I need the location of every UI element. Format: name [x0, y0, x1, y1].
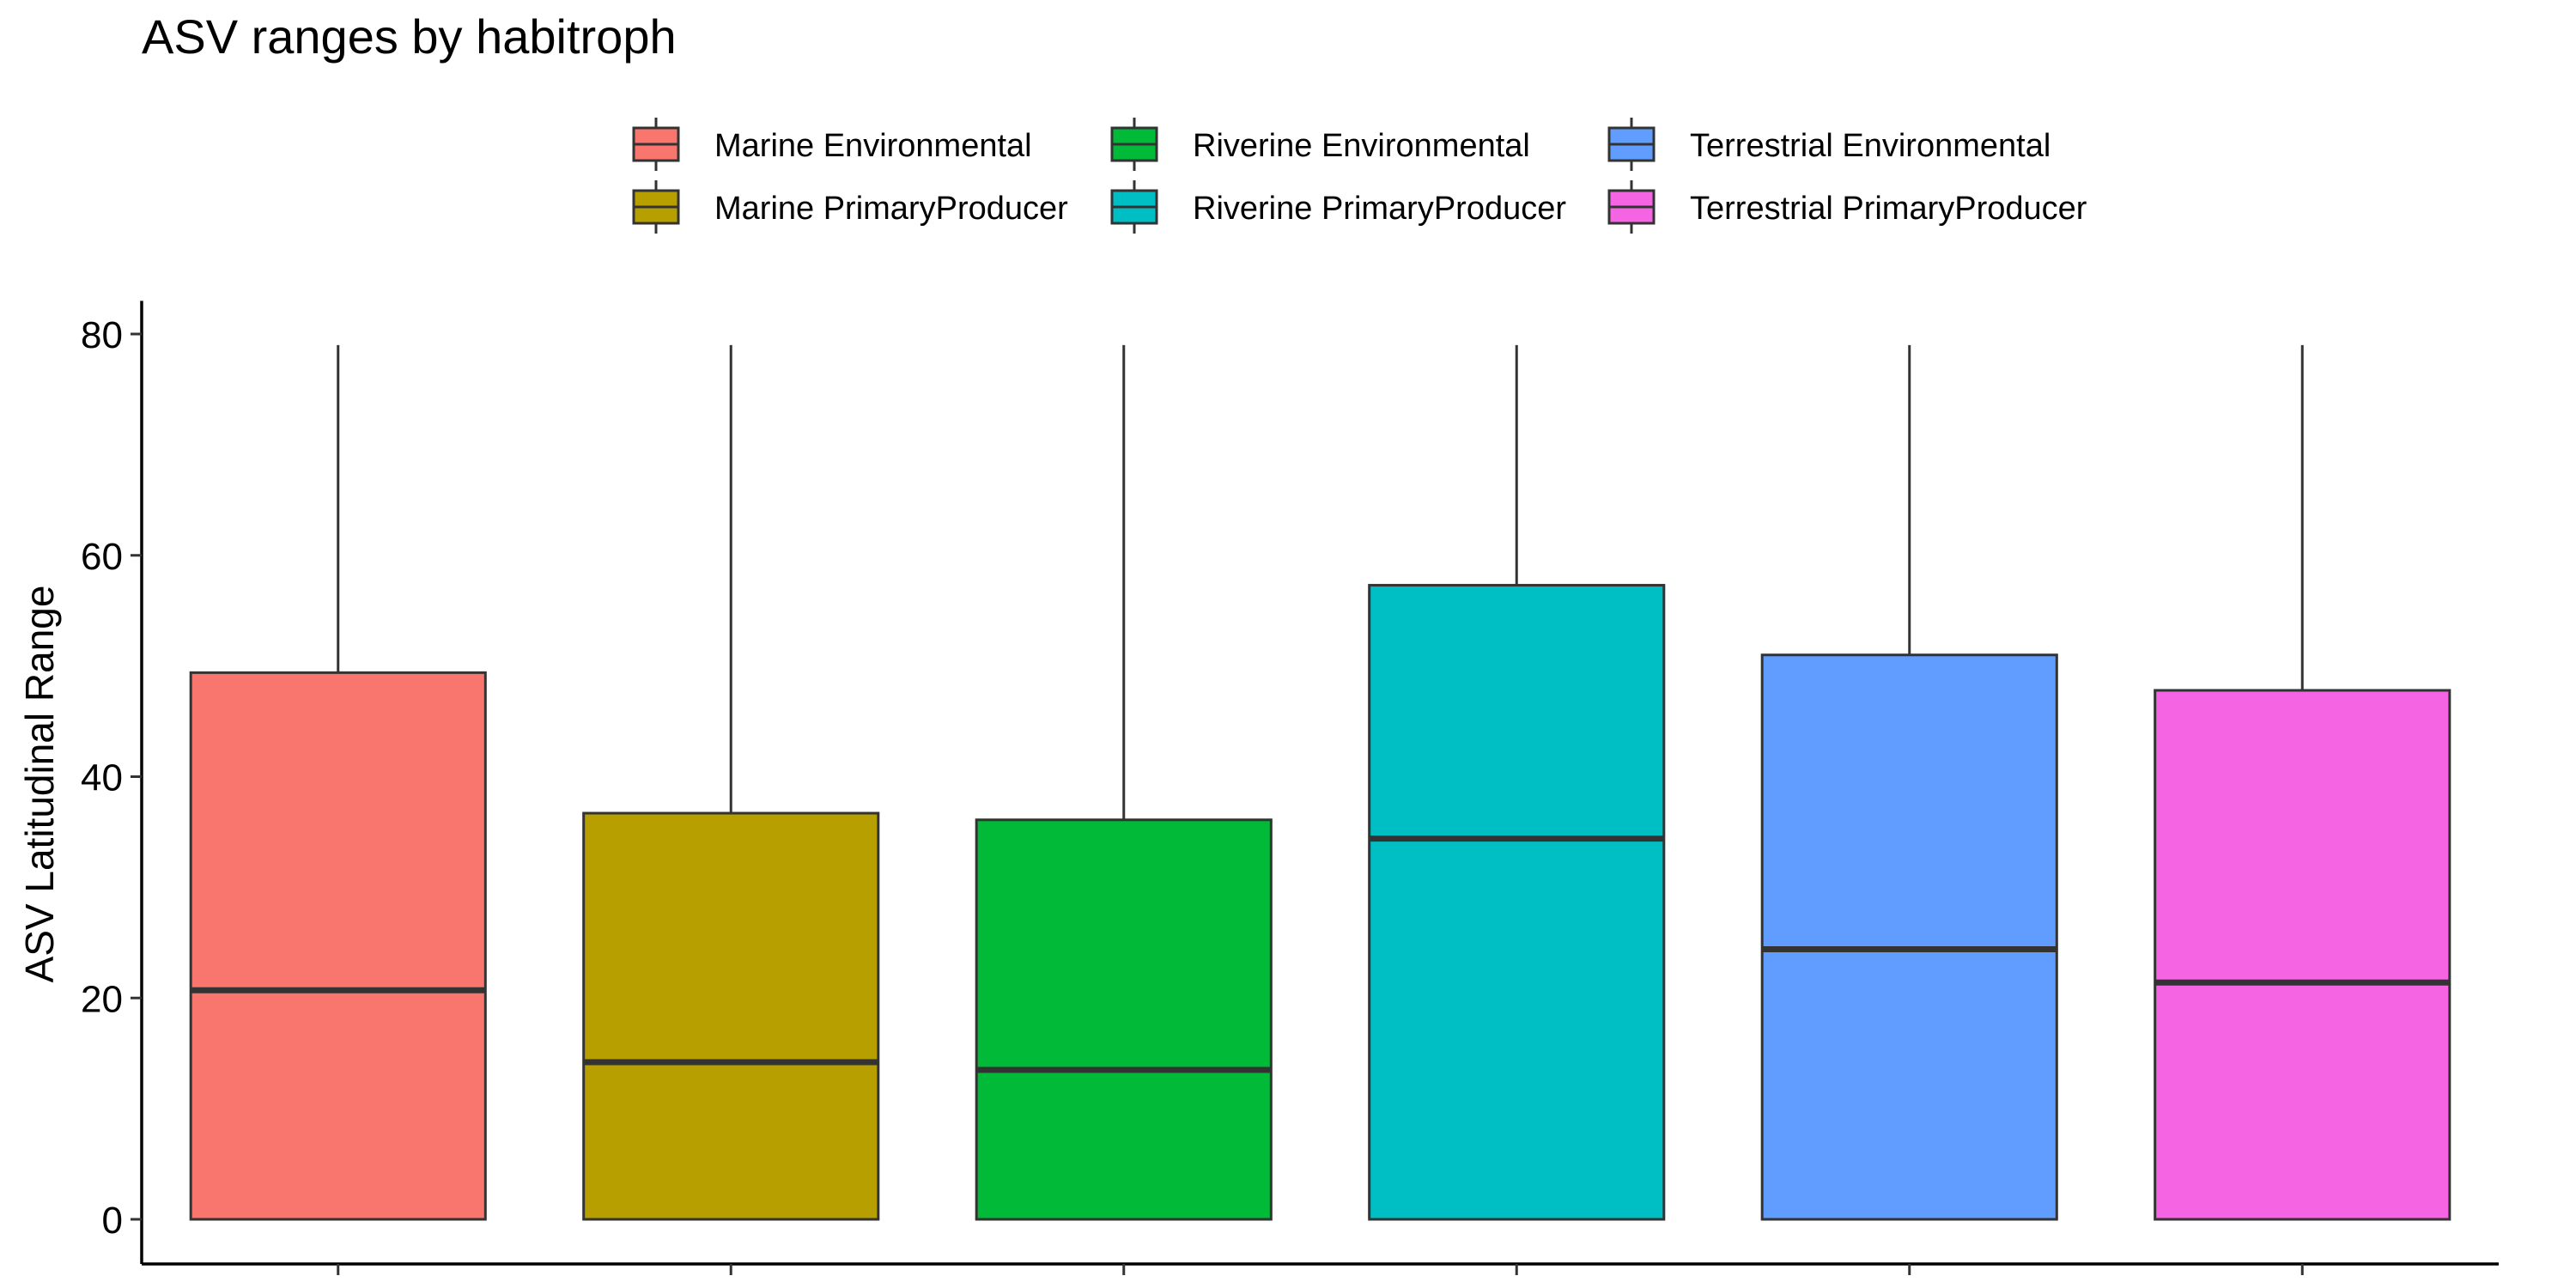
chart-title: ASV ranges by habitroph	[142, 9, 677, 64]
box-iqr	[2154, 689, 2451, 1221]
legend-label: Riverine Environmental	[1193, 128, 1530, 164]
y-tick-label: 20	[81, 978, 123, 1020]
legend-item: Marine Environmental	[632, 118, 1032, 171]
legend-item: Terrestrial PrimaryProducer	[1607, 180, 2087, 234]
box-iqr	[1368, 584, 1666, 1221]
box-group	[1368, 344, 1666, 1221]
legend-item: Riverine Environmental	[1110, 118, 1530, 171]
y-tick-label: 40	[81, 757, 123, 799]
legend-item: Marine PrimaryProducer	[632, 180, 1068, 234]
box-group	[1760, 344, 2058, 1221]
box-iqr	[189, 671, 487, 1221]
legend-label: Terrestrial PrimaryProducer	[1690, 191, 2087, 227]
box-iqr	[1760, 653, 2058, 1221]
plot-area: 0 20 40 60 80	[81, 301, 2499, 1275]
box-group	[975, 344, 1273, 1221]
legend-item: Terrestrial Environmental	[1607, 118, 2050, 171]
legend-label: Marine PrimaryProducer	[714, 191, 1068, 227]
legend-label: Marine Environmental	[714, 128, 1032, 164]
y-tick-label: 0	[102, 1200, 123, 1242]
legend-item: Riverine PrimaryProducer	[1110, 180, 1566, 234]
box-group	[2154, 344, 2451, 1221]
box-group	[189, 344, 487, 1221]
box-iqr	[975, 818, 1273, 1221]
legend-label: Riverine PrimaryProducer	[1193, 191, 1566, 227]
legend: Marine Environmental Marine PrimaryProduc…	[632, 118, 2087, 234]
box-group	[582, 344, 880, 1221]
y-axis-label: ASV Latitudinal Range	[17, 586, 62, 983]
y-tick-label: 80	[81, 314, 123, 356]
y-tick-label: 60	[81, 536, 123, 578]
legend-label: Terrestrial Environmental	[1690, 128, 2050, 164]
box-iqr	[582, 811, 880, 1221]
